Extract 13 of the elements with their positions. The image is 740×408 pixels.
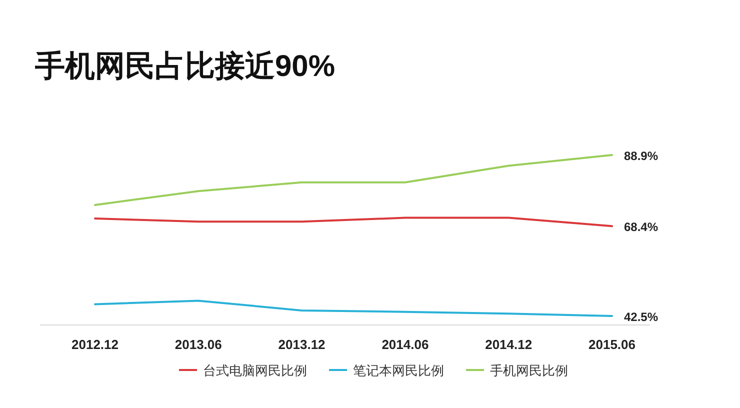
x-tick-label: 2013.12 (278, 337, 326, 352)
legend-label: 笔记本网民比例 (353, 363, 444, 378)
data-label: 88.9% (624, 149, 658, 163)
legend-label: 台式电脑网民比例 (203, 363, 307, 378)
x-tick-label: 2015.06 (588, 337, 636, 352)
legend-label: 手机网民比例 (490, 363, 568, 378)
chart-title: 手机网民占比接近90% (34, 50, 336, 83)
x-tick-label: 2014.06 (382, 337, 429, 352)
data-label: 68.4% (624, 220, 658, 234)
x-tick-label: 2012.12 (72, 337, 118, 352)
data-label: 42.5% (624, 310, 658, 324)
x-tick-label: 2014.12 (485, 337, 532, 352)
x-tick-label: 2013.06 (174, 337, 222, 352)
